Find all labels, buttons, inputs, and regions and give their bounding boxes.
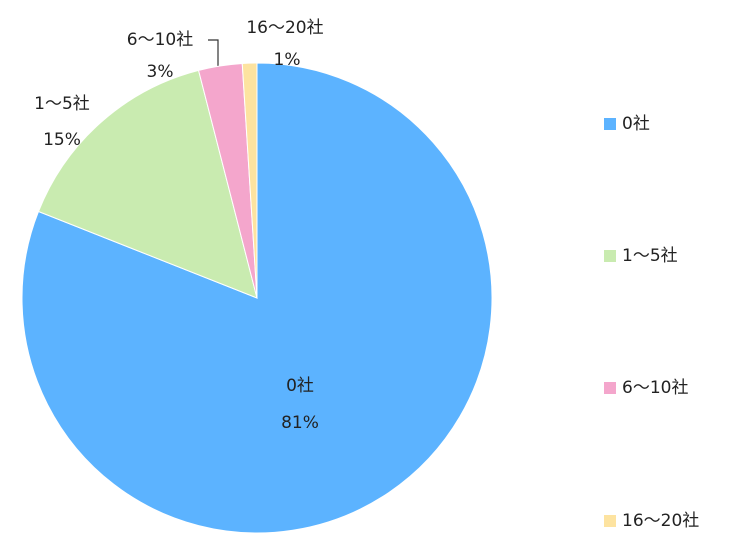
legend-swatch <box>604 515 616 527</box>
slice-category-label: 0社 <box>286 376 314 396</box>
leader-line <box>208 39 219 66</box>
legend-swatch <box>604 250 616 262</box>
slice-value-label: 81% <box>281 413 319 433</box>
legend-label: 16～20社 <box>622 511 699 531</box>
slice-category-label: 1～5社 <box>34 94 90 114</box>
pie-slice <box>37 69 258 299</box>
slice-value-label: 1% <box>274 50 301 70</box>
legend-swatch <box>604 382 616 394</box>
slice-category-label: 6～10社 <box>127 30 193 50</box>
legend-label: 1～5社 <box>622 246 678 266</box>
legend-label: 6～10社 <box>622 378 688 398</box>
slice-value-label: 3% <box>147 62 174 82</box>
legend-label: 0社 <box>622 114 650 134</box>
slice-category-label: 16～20社 <box>246 18 323 38</box>
legend-swatch <box>604 118 616 130</box>
pie-slice <box>241 62 258 299</box>
slice-value-label: 15% <box>43 130 81 150</box>
